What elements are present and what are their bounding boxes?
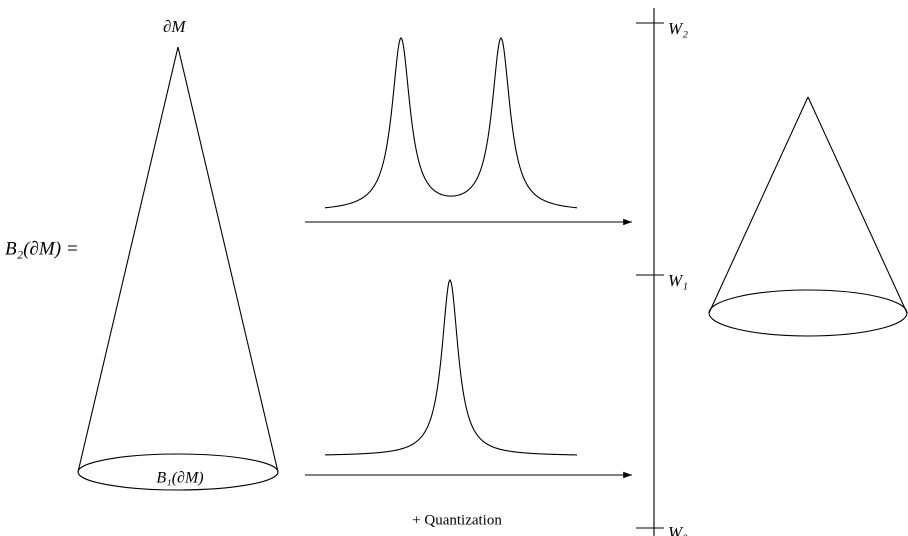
- weight-axis: [636, 8, 664, 536]
- level-label: W₀: [668, 523, 688, 536]
- equation-label: B₂(∂M) =: [5, 238, 79, 259]
- apex-label: ∂M: [163, 17, 186, 36]
- left-cone: [77, 46, 279, 491]
- level-label: W₁: [668, 271, 688, 290]
- right-cone: [708, 96, 908, 337]
- single-peak-curve: [324, 278, 578, 456]
- level-label: W₂: [668, 19, 688, 38]
- double-peak-curve: [324, 36, 578, 209]
- quantization-label: + Quantization: [412, 512, 502, 528]
- base-label: B₁(∂M): [156, 470, 203, 487]
